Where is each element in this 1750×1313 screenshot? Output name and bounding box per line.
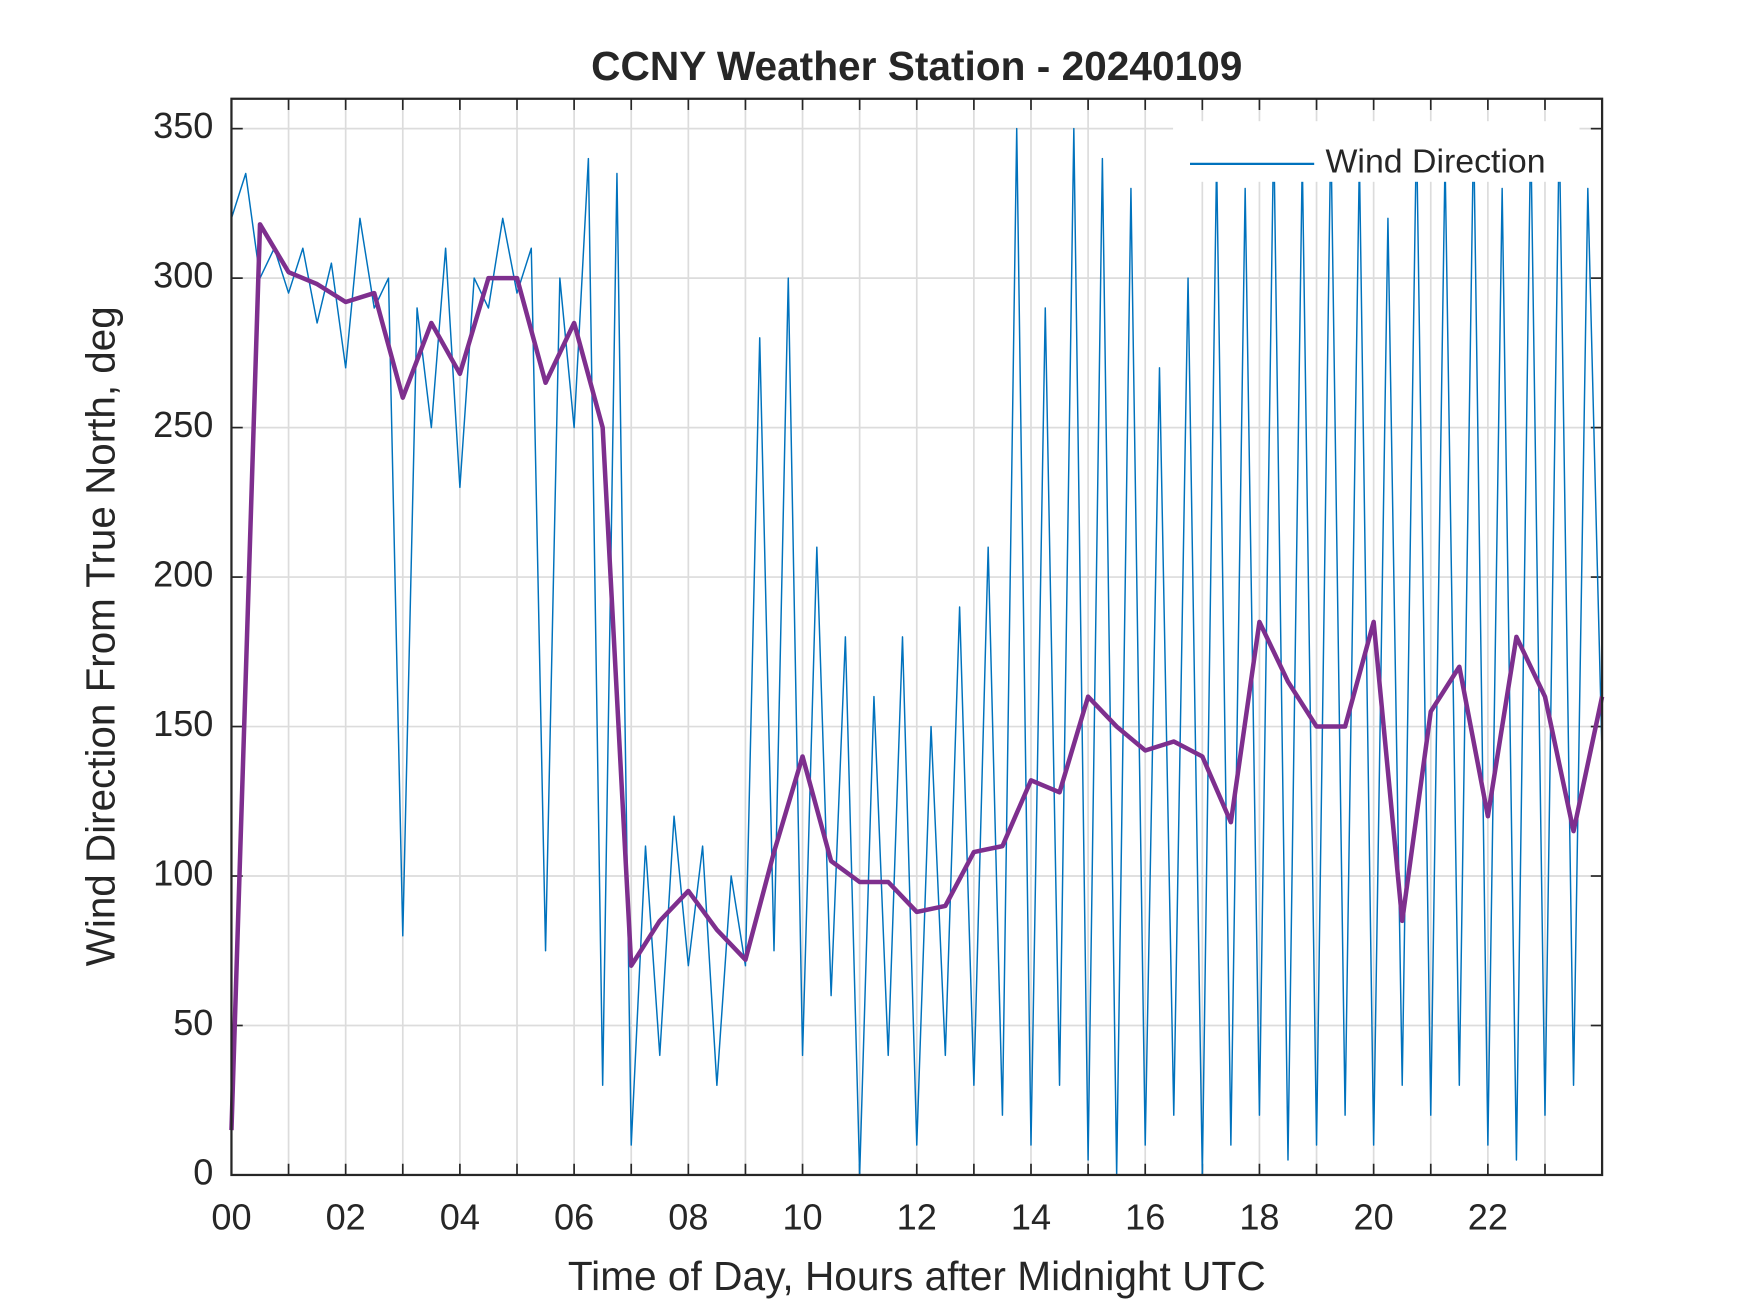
y-tick-label: 250	[153, 404, 213, 445]
x-tick-label: 14	[1011, 1196, 1051, 1237]
x-tick-label: 12	[897, 1196, 937, 1237]
data-line	[230, 127, 1603, 1176]
x-tick-label: 20	[1354, 1196, 1394, 1237]
y-tick-label: 200	[153, 554, 213, 595]
x-tick-label: 00	[211, 1196, 251, 1237]
y-tick-label: 0	[193, 1152, 213, 1193]
x-tick-label: 10	[782, 1196, 822, 1237]
y-axis-label: Wind Direction From True North, deg	[77, 306, 123, 966]
legend-label: Wind Direction	[1325, 143, 1545, 181]
plot-frame	[230, 97, 1604, 1177]
y-tick-label: 50	[173, 1002, 213, 1043]
x-tick-label: 16	[1125, 1196, 1165, 1237]
y-tick-label: 300	[153, 255, 213, 296]
legend-box	[1173, 121, 1580, 182]
x-tick-label: 22	[1468, 1196, 1508, 1237]
x-tick-label: 02	[326, 1196, 366, 1237]
x-tick-label: 04	[440, 1196, 480, 1237]
y-tick-label: 350	[153, 105, 213, 146]
chart-title: CCNY Weather Station - 20240109	[591, 43, 1242, 89]
x-tick-label: 06	[554, 1196, 594, 1237]
x-tick-label: 08	[668, 1196, 708, 1237]
data-line	[229, 222, 1605, 1131]
x-axis-label: Time of Day, Hours after Midnight UTC	[568, 1253, 1266, 1299]
y-tick-label: 150	[153, 703, 213, 744]
x-tick-label: 18	[1239, 1196, 1279, 1237]
y-tick-label: 100	[153, 853, 213, 894]
